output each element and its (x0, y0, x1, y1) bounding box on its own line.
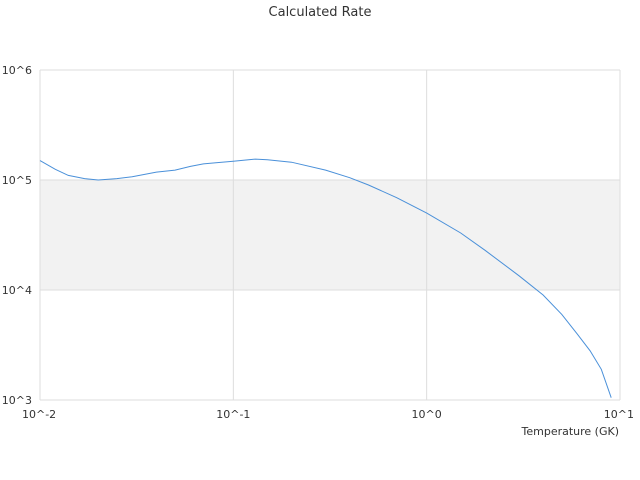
y-tick-label: 10^4 (2, 284, 32, 297)
band-layer (40, 180, 620, 290)
x-tick-label: 10^-1 (216, 408, 250, 421)
series-line (39, 158, 612, 398)
chart-title: Calculated Rate (269, 5, 372, 20)
tick-layer: 10^3 10^4 10^5 10^6 10^-2 10^-1 10^0 10^1 (2, 64, 634, 421)
x-tick-label: 10^1 (604, 408, 634, 421)
x-tick-label: 10^-2 (22, 408, 56, 421)
x-axis-label: Temperature (GK) (521, 425, 620, 438)
y-tick-label: 10^5 (2, 174, 32, 187)
x-tick-label: 10^0 (412, 408, 442, 421)
grid-layer (39, 69, 621, 401)
series-layer (39, 158, 612, 398)
shaded-band (40, 180, 620, 290)
y-tick-label: 10^3 (2, 394, 32, 407)
y-tick-label: 10^6 (2, 64, 32, 77)
